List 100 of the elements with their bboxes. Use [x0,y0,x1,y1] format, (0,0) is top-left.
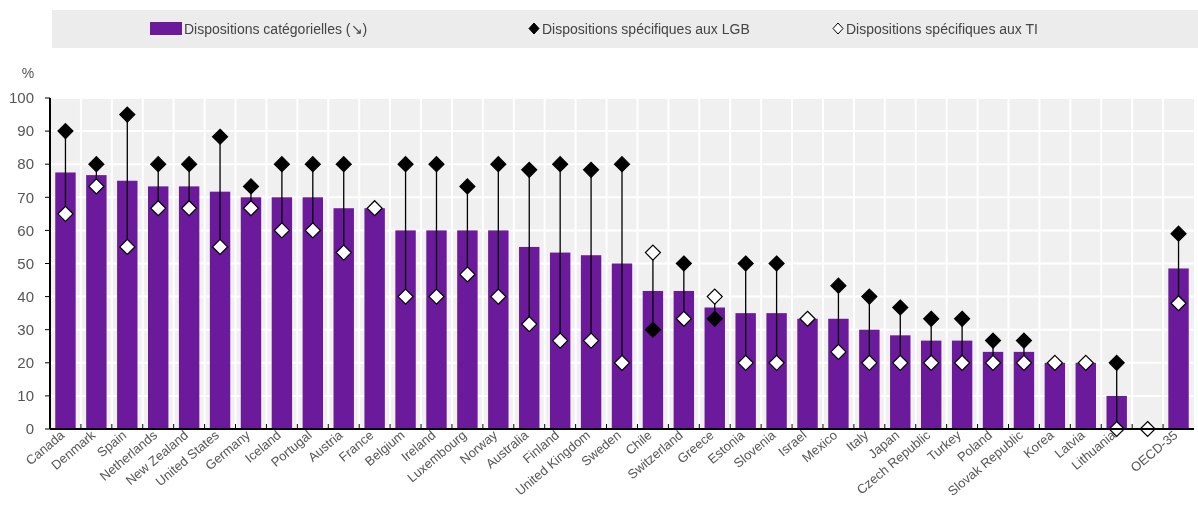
y-tick-label: 0 [25,420,34,438]
point [1108,354,1125,371]
point [1170,225,1187,242]
bar [333,208,354,429]
point [1170,295,1187,312]
point [644,321,662,338]
point [150,156,167,173]
point [428,288,445,305]
bar [519,246,540,429]
point [119,106,136,123]
point [552,156,569,173]
point [521,161,538,178]
point [490,288,507,305]
point [88,156,105,173]
point [150,200,167,217]
bar [673,290,695,429]
point [1077,354,1094,371]
point [459,178,476,195]
bar [55,172,76,429]
y-tick-label: 20 [17,354,34,372]
bar [395,230,416,429]
point [181,200,198,217]
point [582,332,600,349]
point [119,238,136,256]
point [335,244,352,261]
point [211,128,229,145]
point [613,156,631,173]
point [799,310,816,327]
bar [1044,362,1066,429]
bar [364,208,385,429]
bar [642,290,664,429]
bar [1168,268,1189,429]
y-tick-label: 100 [8,89,34,107]
point [1046,354,1063,371]
bar [580,255,602,429]
bar [549,252,571,429]
point [397,288,414,305]
bar [148,186,169,429]
bar [488,230,509,429]
point [1015,332,1033,349]
y-tick-label: 30 [17,320,34,338]
bar [859,329,880,429]
point [923,310,940,327]
y-tick-label: 60 [17,221,34,239]
point [211,238,229,256]
bar [240,197,262,429]
bar [890,335,911,429]
bar [951,340,973,429]
point [428,156,445,173]
point [397,156,414,173]
point [582,161,600,178]
point [954,310,971,327]
bar [271,197,293,429]
y-axis-title: % [21,65,35,81]
point [737,354,754,371]
point [892,354,909,371]
point [273,222,290,239]
point [830,277,847,294]
point [490,156,507,173]
point [892,299,909,316]
point [335,156,352,173]
y-tick-label: 90 [17,122,34,140]
point [521,315,538,333]
point [88,178,105,195]
point [675,310,692,327]
bar [766,313,787,429]
y-tick-label: 80 [17,155,34,173]
point [923,354,940,371]
bar [86,175,107,429]
point [181,156,198,173]
bar [797,318,818,429]
point [984,332,1002,349]
bar [828,318,849,429]
legend-label: Dispositions spécifiques aux LGB [542,20,750,37]
point [459,266,476,283]
bar [117,180,138,429]
point [644,244,662,261]
point [304,156,321,173]
bar [920,340,942,429]
point [768,354,785,371]
y-tick-label: 70 [17,188,34,206]
y-tick-label: 10 [17,387,34,405]
point [675,255,692,272]
point [242,178,260,195]
point [706,288,723,305]
point [57,123,74,140]
bar [1075,362,1096,429]
point [706,310,723,327]
point [861,354,878,371]
point [830,343,847,360]
point [366,200,383,217]
point [242,200,260,217]
y-tick-label: 50 [17,254,34,272]
point [552,332,569,349]
legend-label: Dispositions spécifiques aux TI [846,20,1038,37]
point [57,205,74,222]
point [273,156,290,173]
point [613,354,631,371]
bar [178,186,200,429]
bar [209,191,231,429]
